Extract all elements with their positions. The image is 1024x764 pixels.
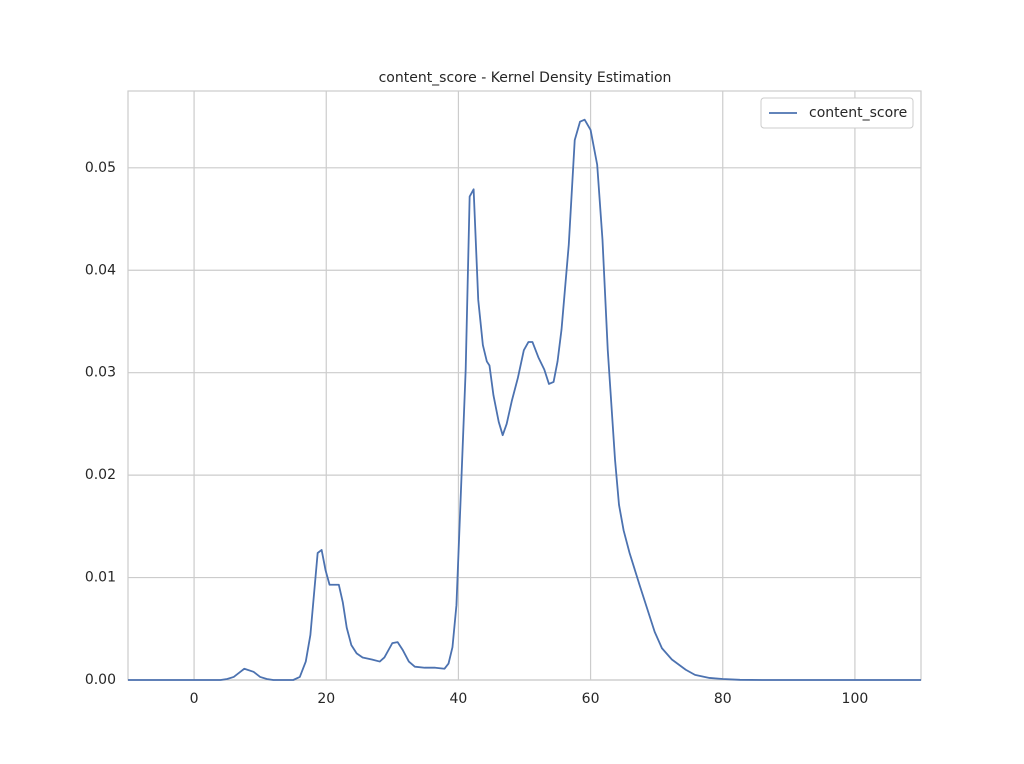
- y-tick-label: 0.05: [85, 160, 116, 176]
- y-tick-label: 0.01: [85, 570, 116, 586]
- x-tick-label: 40: [450, 691, 468, 707]
- y-tick-label: 0.04: [85, 262, 116, 278]
- x-tick-label: 0: [190, 691, 199, 707]
- plot-frame: [127, 90, 922, 681]
- y-tick-label: 0.02: [85, 467, 116, 483]
- legend-box: [760, 97, 914, 129]
- y-tick-label: 0.03: [85, 365, 116, 381]
- line-series: [128, 118, 921, 681]
- x-tick-label: 80: [714, 691, 732, 707]
- x-tick-label: 100: [842, 691, 869, 707]
- y-tick-label: 0.00: [85, 672, 116, 688]
- legend-label: content_score: [809, 105, 907, 121]
- chart-title: content_score - Kernel Density Estimatio…: [379, 70, 672, 86]
- x-tick-label: 60: [582, 691, 600, 707]
- x-tick-label: 20: [317, 691, 335, 707]
